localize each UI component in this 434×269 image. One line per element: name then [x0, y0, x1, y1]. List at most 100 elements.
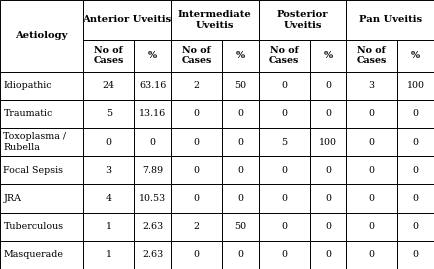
Text: %: %: [411, 51, 420, 60]
Text: 0: 0: [325, 250, 331, 259]
Text: 1: 1: [106, 222, 112, 231]
Text: Intermediate
Uveitis: Intermediate Uveitis: [178, 10, 252, 30]
Bar: [346, 100, 397, 128]
Text: Posterior
Uveitis: Posterior Uveitis: [277, 10, 328, 30]
Bar: [259, 184, 309, 213]
Bar: [259, 128, 309, 156]
Text: 0: 0: [237, 250, 243, 259]
Text: 100: 100: [319, 137, 337, 147]
Bar: [397, 213, 434, 241]
Text: 0: 0: [413, 250, 418, 259]
Text: 7.89: 7.89: [142, 166, 163, 175]
Text: 2.63: 2.63: [142, 222, 163, 231]
Text: 3: 3: [106, 166, 112, 175]
Text: 3: 3: [369, 81, 375, 90]
Text: 0: 0: [194, 137, 199, 147]
Bar: [222, 184, 259, 213]
Text: Aetiology: Aetiology: [16, 31, 68, 40]
Bar: [346, 241, 397, 269]
Text: 0: 0: [369, 137, 375, 147]
Text: %: %: [323, 51, 332, 60]
Text: Idiopathic: Idiopathic: [3, 81, 52, 90]
Bar: [222, 72, 259, 100]
Text: 0: 0: [325, 166, 331, 175]
Text: 10.53: 10.53: [139, 194, 166, 203]
Bar: [309, 184, 346, 213]
Bar: [171, 184, 222, 213]
Bar: [171, 241, 222, 269]
Text: 4: 4: [106, 194, 112, 203]
Bar: [0, 128, 83, 156]
Bar: [0, 213, 83, 241]
Bar: [259, 100, 309, 128]
Text: 0: 0: [237, 194, 243, 203]
Text: 0: 0: [237, 109, 243, 118]
Text: 0: 0: [194, 166, 199, 175]
Bar: [346, 0, 434, 40]
Bar: [222, 128, 259, 156]
Bar: [397, 40, 434, 72]
Text: 63.16: 63.16: [139, 81, 166, 90]
Bar: [134, 128, 171, 156]
Bar: [309, 156, 346, 184]
Bar: [397, 100, 434, 128]
Bar: [346, 213, 397, 241]
Bar: [346, 184, 397, 213]
Bar: [397, 156, 434, 184]
Text: 0: 0: [325, 222, 331, 231]
Text: 0: 0: [237, 166, 243, 175]
Text: 0: 0: [413, 137, 418, 147]
Text: No of
Cases: No of Cases: [181, 46, 212, 65]
Text: 0: 0: [413, 109, 418, 118]
Bar: [222, 156, 259, 184]
Bar: [171, 72, 222, 100]
Bar: [134, 40, 171, 72]
Text: Anterior Uveitis: Anterior Uveitis: [82, 15, 172, 24]
Text: 2: 2: [194, 81, 199, 90]
Bar: [171, 100, 222, 128]
Text: 5: 5: [106, 109, 112, 118]
Text: No of
Cases: No of Cases: [94, 46, 124, 65]
Bar: [0, 156, 83, 184]
Text: 0: 0: [413, 222, 418, 231]
Text: Traumatic: Traumatic: [3, 109, 53, 118]
Bar: [171, 128, 222, 156]
Bar: [309, 100, 346, 128]
Text: 5: 5: [281, 137, 287, 147]
Bar: [134, 184, 171, 213]
Text: No of
Cases: No of Cases: [269, 46, 299, 65]
Bar: [259, 0, 346, 40]
Bar: [222, 40, 259, 72]
Bar: [309, 241, 346, 269]
Text: 0: 0: [369, 250, 375, 259]
Bar: [346, 40, 397, 72]
Text: Focal Sepsis: Focal Sepsis: [3, 166, 63, 175]
Bar: [83, 72, 134, 100]
Text: 0: 0: [194, 250, 199, 259]
Bar: [397, 241, 434, 269]
Bar: [134, 241, 171, 269]
Text: Masquerade: Masquerade: [3, 250, 63, 259]
Text: 0: 0: [325, 194, 331, 203]
Text: No of
Cases: No of Cases: [357, 46, 387, 65]
Text: 0: 0: [281, 81, 287, 90]
Bar: [0, 184, 83, 213]
Bar: [83, 213, 134, 241]
Bar: [83, 100, 134, 128]
Bar: [259, 156, 309, 184]
Bar: [83, 241, 134, 269]
Text: Tuberculous: Tuberculous: [3, 222, 64, 231]
Text: 0: 0: [413, 194, 418, 203]
Bar: [134, 72, 171, 100]
Bar: [309, 72, 346, 100]
Text: 0: 0: [369, 166, 375, 175]
Bar: [0, 72, 83, 100]
Bar: [259, 241, 309, 269]
Bar: [134, 213, 171, 241]
Text: 0: 0: [369, 194, 375, 203]
Text: %: %: [148, 51, 157, 60]
Bar: [83, 184, 134, 213]
Text: 13.16: 13.16: [139, 109, 166, 118]
Bar: [134, 100, 171, 128]
Bar: [171, 156, 222, 184]
